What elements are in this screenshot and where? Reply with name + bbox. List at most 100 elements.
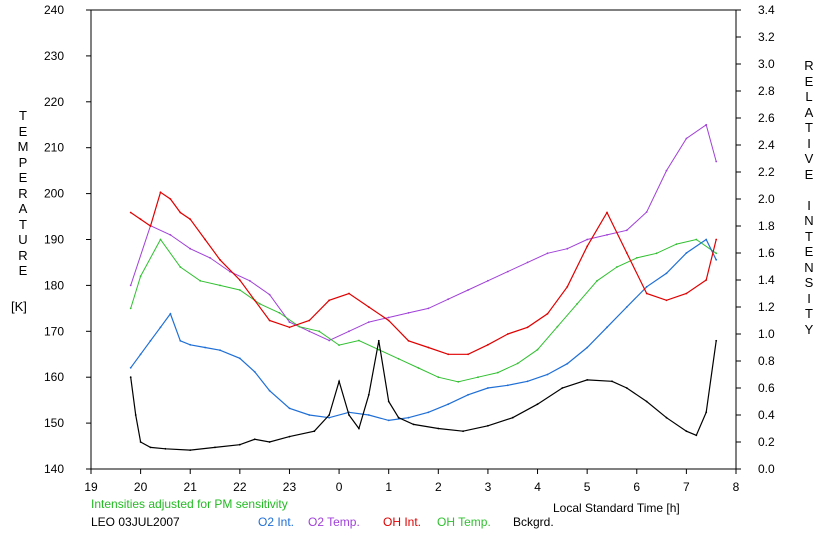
data-point xyxy=(199,279,202,282)
data-point xyxy=(506,333,509,335)
left-tick-label: 230 xyxy=(44,49,64,63)
station-date: LEO 03JUL2007 xyxy=(91,515,180,529)
data-point xyxy=(546,373,549,376)
data-point xyxy=(278,312,281,314)
data-point xyxy=(487,279,489,282)
data-point xyxy=(238,279,241,281)
data-point xyxy=(625,387,628,389)
data-point xyxy=(189,218,192,221)
data-point xyxy=(675,243,678,246)
axis-title-letter: S xyxy=(804,275,814,290)
data-point xyxy=(288,326,291,329)
axis-title-letter: I xyxy=(807,135,811,151)
right-tick-label: 2.2 xyxy=(758,165,775,179)
right-tick-label: 3.0 xyxy=(758,57,775,71)
data-point xyxy=(248,279,251,282)
legend-bckgrd: Bckgrd. xyxy=(513,515,554,529)
left-tick-label: 210 xyxy=(44,141,64,155)
series-line xyxy=(130,340,717,451)
right-tick-label: 0.8 xyxy=(758,354,775,368)
data-point xyxy=(635,257,638,259)
data-point xyxy=(665,416,668,419)
data-point xyxy=(407,312,410,314)
data-point xyxy=(625,229,628,232)
data-point xyxy=(209,257,212,259)
data-point xyxy=(377,339,380,342)
left-tick-label: 180 xyxy=(44,278,64,292)
data-point xyxy=(586,245,589,248)
data-point xyxy=(253,438,256,441)
data-point xyxy=(288,321,291,323)
data-point xyxy=(407,416,410,419)
data-point xyxy=(665,272,668,275)
data-point xyxy=(715,252,718,255)
data-point xyxy=(526,326,529,329)
data-point xyxy=(139,275,142,278)
data-point xyxy=(253,370,256,373)
data-point xyxy=(318,330,321,333)
data-point xyxy=(129,284,132,287)
data-point xyxy=(645,285,648,288)
series-o2-int xyxy=(129,238,718,422)
x-tick-label: 4 xyxy=(534,480,541,494)
data-point xyxy=(586,346,589,349)
data-point xyxy=(238,443,241,446)
right-tick-label: 3.4 xyxy=(758,3,775,17)
data-point xyxy=(685,252,688,254)
data-point xyxy=(164,447,167,450)
series-line xyxy=(130,191,717,355)
axis-title-letter: T xyxy=(805,306,813,321)
axis-title-letter: E xyxy=(18,170,28,185)
data-point xyxy=(298,325,301,328)
data-point xyxy=(715,339,718,342)
data-point xyxy=(328,416,331,419)
x-tick-label: 5 xyxy=(584,480,591,494)
data-point xyxy=(238,289,241,291)
data-point xyxy=(134,414,137,416)
data-point xyxy=(129,211,132,214)
data-point xyxy=(412,423,415,426)
axis-title-letter xyxy=(798,182,820,198)
data-point xyxy=(625,306,628,308)
data-point xyxy=(685,137,688,140)
data-point xyxy=(526,261,529,264)
data-point xyxy=(536,403,539,406)
data-point xyxy=(546,312,549,315)
x-tick-label: 21 xyxy=(184,480,198,494)
right-tick-label: 2.0 xyxy=(758,192,775,206)
data-point xyxy=(288,435,291,438)
series-line xyxy=(130,238,717,383)
data-point xyxy=(586,379,589,381)
sensitivity-note: Intensities adjusted for PM sensitivity xyxy=(91,497,288,511)
data-point xyxy=(705,238,708,241)
axis-title-letter: Y xyxy=(804,321,814,337)
data-point xyxy=(705,279,708,281)
data-point xyxy=(457,380,460,383)
data-point xyxy=(685,292,688,295)
data-point xyxy=(219,258,221,261)
data-point xyxy=(645,211,648,213)
data-point xyxy=(189,343,192,346)
data-point xyxy=(566,362,569,365)
data-point xyxy=(129,376,132,379)
data-point xyxy=(169,312,172,315)
data-point xyxy=(427,411,430,414)
x-tick-label: 19 xyxy=(84,480,98,494)
data-point xyxy=(467,289,469,291)
data-point xyxy=(645,292,648,295)
data-point xyxy=(705,123,708,126)
data-point xyxy=(129,307,132,310)
axis-title-letter: N xyxy=(804,213,814,228)
data-point xyxy=(139,218,142,221)
data-point xyxy=(219,349,221,352)
data-point xyxy=(496,371,499,374)
left-tick-label: 200 xyxy=(44,187,64,201)
left-tick-label: 240 xyxy=(44,3,64,17)
data-point xyxy=(611,380,613,383)
legend-o2-temp: O2 Temp. xyxy=(308,515,360,529)
data-point xyxy=(149,339,152,342)
x-tick-label: 6 xyxy=(633,480,640,494)
axis-title-letter: E xyxy=(18,263,28,278)
right-tick-label: 1.4 xyxy=(758,273,775,287)
